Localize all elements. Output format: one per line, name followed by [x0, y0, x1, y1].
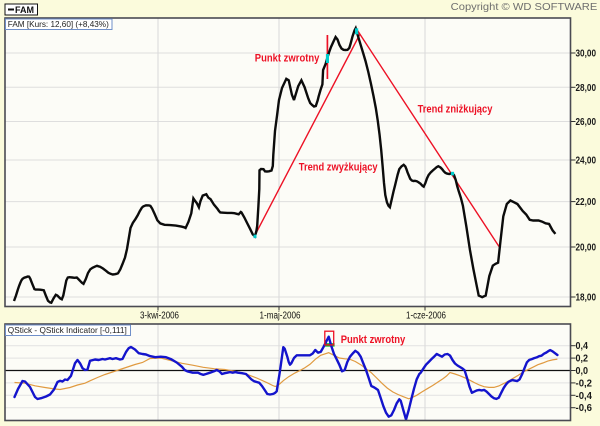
- svg-text:0,0: 0,0: [576, 366, 589, 377]
- svg-text:-0,2: -0,2: [576, 378, 593, 389]
- svg-text:FAM [Kurs: 12,60] (+8,43%): FAM [Kurs: 12,60] (+8,43%): [8, 19, 109, 29]
- svg-text:QStick - QStick Indicator [-0,: QStick - QStick Indicator [-0,111]: [8, 325, 127, 335]
- svg-text:1-maj-2006: 1-maj-2006: [260, 311, 301, 322]
- svg-text:30,00: 30,00: [576, 49, 597, 60]
- svg-text:22,00: 22,00: [576, 197, 597, 208]
- svg-text:Punkt zwrotny: Punkt zwrotny: [255, 53, 320, 65]
- svg-text:Punkt zwrotny: Punkt zwrotny: [341, 334, 406, 346]
- svg-text:24,00: 24,00: [576, 156, 597, 167]
- svg-text:1-cze-2006: 1-cze-2006: [406, 311, 446, 322]
- svg-text:FAM: FAM: [15, 5, 34, 15]
- svg-text:-0,6: -0,6: [576, 403, 593, 414]
- svg-text:18,00: 18,00: [576, 293, 597, 304]
- svg-text:3-kwi-2006: 3-kwi-2006: [140, 311, 179, 322]
- svg-text:28,00: 28,00: [576, 83, 597, 94]
- svg-text:0,2: 0,2: [576, 354, 589, 365]
- svg-text:26,00: 26,00: [576, 117, 597, 128]
- svg-text:20,00: 20,00: [576, 243, 597, 254]
- svg-text:Trend zniżkujący: Trend zniżkujący: [418, 104, 494, 116]
- svg-text:-0,4: -0,4: [576, 391, 593, 402]
- svg-text:Trend zwyżkujący: Trend zwyżkujący: [299, 162, 379, 174]
- svg-text:Copyright © WD SOFTWARE: Copyright © WD SOFTWARE: [451, 1, 598, 13]
- svg-text:0,4: 0,4: [576, 341, 589, 352]
